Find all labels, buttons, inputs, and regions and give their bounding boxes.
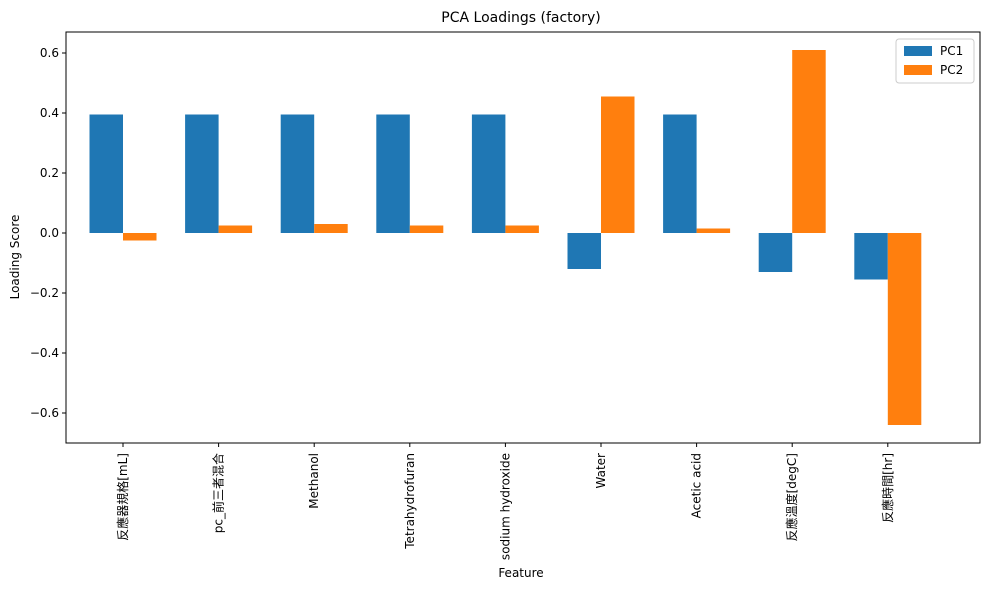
legend-label-pc1: PC1 — [940, 44, 963, 58]
x-tick-label: Water — [594, 453, 608, 489]
y-tick-label: 0.0 — [40, 226, 59, 240]
legend-swatch-pc1 — [904, 46, 932, 56]
plot-area: −0.6 −0.4 −0.2 0.0 0.2 0.4 0.6 反應器規格[mL] pc_前三者混… — [30, 31, 981, 560]
x-tick-label: 反應溫度[degC] — [784, 453, 799, 541]
bar-pc1-8 — [854, 233, 888, 280]
x-tick-label: 反應器規格[mL] — [115, 453, 130, 541]
bar-pc2-0 — [123, 233, 157, 241]
x-tick-label: 反應時間[hr] — [880, 453, 895, 523]
y-tick-label: 0.2 — [40, 166, 59, 180]
legend-label-pc2: PC2 — [940, 63, 963, 77]
bar-pc2-6 — [696, 228, 731, 233]
x-tick-label: sodium hydroxide — [498, 453, 512, 560]
chart-title: PCA Loadings (factory) — [441, 10, 600, 26]
bar-pc1-7 — [758, 233, 793, 272]
y-tick-label: −0.2 — [30, 286, 59, 300]
y-axis-label: Loading Score — [8, 215, 22, 300]
x-axis-label: Feature — [498, 566, 543, 580]
bar-pc1-2 — [280, 114, 315, 233]
bar-pc1-3 — [376, 114, 410, 233]
bar-pc2-4 — [505, 225, 539, 233]
y-tick-label: −0.6 — [30, 406, 59, 420]
bar-pc1-4 — [471, 114, 506, 233]
y-tick-label: 0.4 — [40, 106, 59, 120]
bar-pc2-2 — [314, 224, 348, 233]
bar-pc1-1 — [185, 114, 219, 233]
legend-swatch-pc2 — [904, 65, 932, 75]
bar-pc1-0 — [89, 114, 123, 233]
bar-pc2-1 — [218, 225, 253, 233]
bar-pc2-5 — [601, 96, 635, 233]
y-tick-label: −0.4 — [30, 346, 59, 360]
bar-pc2-8 — [887, 233, 922, 425]
x-tick-label: pc_前三者混合 — [211, 453, 226, 533]
bar-pc2-3 — [409, 225, 444, 233]
bar-pc2-7 — [792, 50, 826, 233]
x-tick-label: Methanol — [307, 453, 321, 509]
y-tick-label: 0.6 — [40, 46, 59, 60]
x-tick-label: Acetic acid — [690, 453, 704, 518]
axes-frame — [65, 31, 981, 444]
bar-pc1-6 — [663, 114, 697, 233]
x-tick-label: Tetrahydrofuran — [403, 453, 417, 550]
bar-pc1-5 — [567, 233, 601, 269]
